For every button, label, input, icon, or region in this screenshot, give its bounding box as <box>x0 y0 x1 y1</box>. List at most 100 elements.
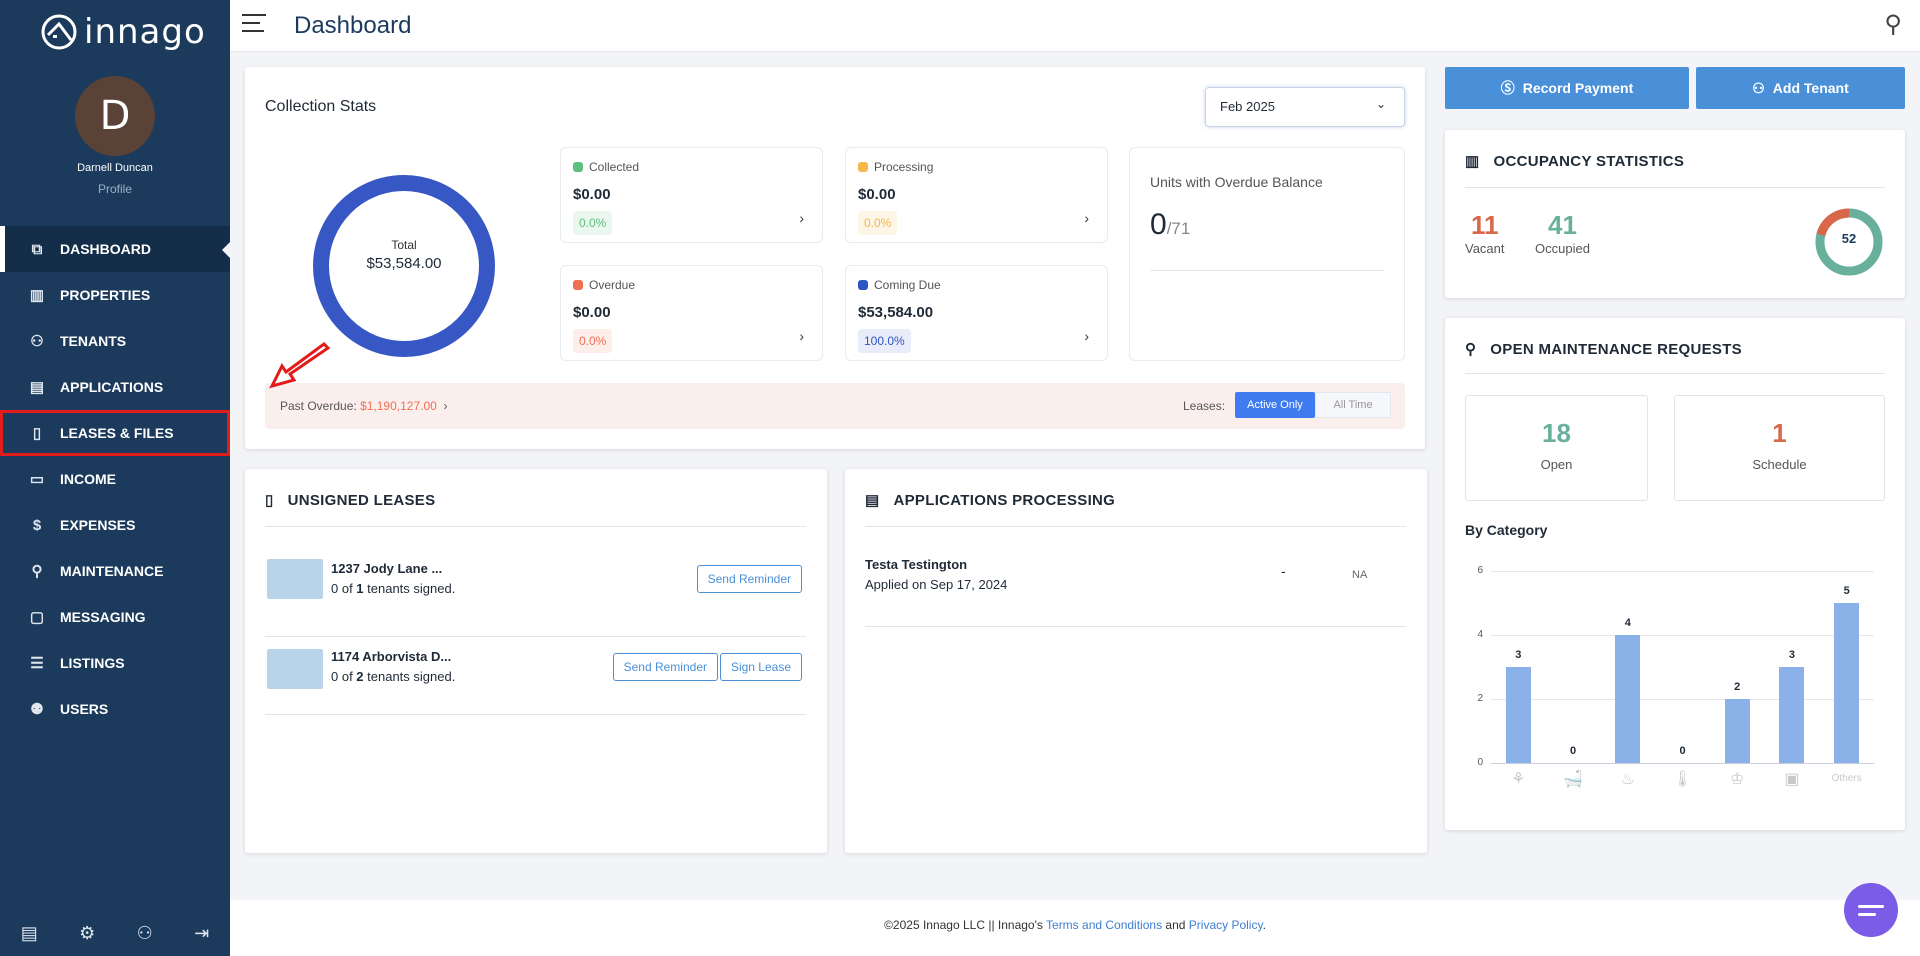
signed-pre: 0 of <box>331 669 357 684</box>
record-payment-button[interactable]: Ⓢ Record Payment <box>1445 67 1689 109</box>
avatar[interactable]: D <box>75 76 155 156</box>
divider <box>1465 187 1885 188</box>
sidebar-item-users[interactable]: ⚉ USERS <box>0 686 230 732</box>
notes-icon[interactable]: ▤ <box>20 922 38 943</box>
coming-due-dot <box>858 280 868 290</box>
file-icon: ▯ <box>265 492 274 509</box>
overdue-value: $0.00 <box>573 304 611 321</box>
processing-card[interactable]: Processing $0.00 0.0% › <box>845 147 1108 243</box>
overdue-dot <box>573 280 583 290</box>
chat-button[interactable] <box>1844 883 1898 937</box>
user-name: Darnell Duncan <box>77 162 153 174</box>
sidebar-item-dashboard[interactable]: ⧉ DASHBOARD <box>0 226 230 272</box>
filter-active-only[interactable]: Active Only <box>1235 392 1315 418</box>
logo[interactable]: innago <box>40 12 206 52</box>
overdue-units-card: Units with Overdue Balance 0/71 <box>1129 147 1405 361</box>
lease-address[interactable]: 1237 Jody Lane ... <box>331 561 443 576</box>
sidebar-item-leases-files[interactable]: ▯ LEASES & FILES <box>0 410 230 456</box>
overdue-pct: 0.0% <box>573 329 613 353</box>
past-overdue-bar: Past Overdue: $1,190,127.00 › Leases: Ac… <box>265 383 1405 429</box>
wallet-icon: ▭ <box>29 471 45 488</box>
sidebar-item-messaging[interactable]: ▢ MESSAGING <box>0 594 230 640</box>
vacant-label: Vacant <box>1465 241 1505 256</box>
occupancy-title-text: OCCUPANCY STATISTICS <box>1493 152 1685 170</box>
sidebar-item-applications[interactable]: ▤ APPLICATIONS <box>0 364 230 410</box>
applications-title-text: APPLICATIONS PROCESSING <box>893 491 1116 509</box>
footer: ©2025 Innago LLC || Innago's Terms and C… <box>230 900 1920 956</box>
vacant-stat: 11 Vacant <box>1465 210 1505 256</box>
sidebar-item-income[interactable]: ▭ INCOME <box>0 456 230 502</box>
bar-value-label: 0 <box>1570 745 1577 757</box>
sidebar-item-label: DASHBOARD <box>60 241 151 257</box>
bar-value-label: 4 <box>1624 617 1631 629</box>
sidebar-footer: ▤ ⚙ ⚇ ⇥ <box>0 910 230 956</box>
overdue-card[interactable]: Overdue $0.00 0.0% › <box>560 265 823 361</box>
user-settings-icon[interactable]: ⚇ <box>136 922 153 943</box>
lease-address[interactable]: 1174 Arborvista D... <box>331 649 452 664</box>
total-units: /71 <box>1166 219 1191 238</box>
bar-appliance <box>1779 667 1805 763</box>
vacant-count: 11 <box>1471 210 1499 240</box>
user-icon: ⚉ <box>30 701 44 718</box>
plumbing-icon: 🛁 <box>1563 771 1584 788</box>
unsigned-leases-title: ▯ UNSIGNED LEASES <box>265 491 435 510</box>
application-score: - <box>1281 563 1286 579</box>
y-tick-label: 0 <box>1477 757 1483 768</box>
past-overdue[interactable]: Past Overdue: $1,190,127.00 › <box>280 399 447 413</box>
document-icon: ▤ <box>29 379 45 396</box>
chevron-down-icon: ⌄ <box>1375 97 1386 111</box>
sidebar-item-label: EXPENSES <box>60 517 136 533</box>
application-row[interactable]: Testa Testington Applied on Sep 17, 2024… <box>865 557 1406 627</box>
occupancy-total: 52 <box>1841 231 1857 246</box>
bar-value-label: 3 <box>1515 649 1522 661</box>
bar-value-label: 0 <box>1679 745 1686 757</box>
sidebar-item-expenses[interactable]: $ EXPENSES <box>0 502 230 548</box>
month-select[interactable]: Feb 2025 ⌄ <box>1205 87 1405 127</box>
chevron-right-icon: › <box>799 210 804 226</box>
maintenance-title: ⚲ OPEN MAINTENANCE REQUESTS <box>1465 340 1742 359</box>
bar-value-label: 2 <box>1734 681 1741 693</box>
divider <box>1465 373 1885 374</box>
dollar-icon: $ <box>32 516 42 534</box>
coming-due-card[interactable]: Coming Due $53,584.00 100.0% › <box>845 265 1108 361</box>
collection-stats-title: Collection Stats <box>265 98 377 115</box>
bar-value-label: 5 <box>1843 585 1850 597</box>
open-label: Open <box>1540 457 1573 472</box>
bar-Others <box>1834 603 1860 763</box>
gear-icon[interactable]: ⚙ <box>79 922 96 943</box>
filter-all-time[interactable]: All Time <box>1315 392 1391 418</box>
terms-link[interactable]: Terms and Conditions <box>1046 918 1163 932</box>
sidebar-item-label: PROPERTIES <box>60 287 151 303</box>
add-tenant-button[interactable]: ⚇ Add Tenant <box>1696 67 1905 109</box>
schedule-count: 1 <box>1772 418 1787 448</box>
profile-link[interactable]: Profile <box>97 182 132 196</box>
coming-due-label: Coming Due <box>874 278 941 292</box>
send-reminder-button[interactable]: Send Reminder <box>696 565 802 593</box>
send-reminder-button[interactable]: Send Reminder <box>612 653 718 681</box>
privacy-link[interactable]: Privacy Policy <box>1188 918 1263 932</box>
menu-icon[interactable] <box>242 14 266 32</box>
sidebar-item-label: MAINTENANCE <box>60 563 164 579</box>
schedule-tile[interactable]: 1 Schedule <box>1674 395 1885 501</box>
occupied-stat: 41 Occupied <box>1535 210 1590 256</box>
sign-lease-button[interactable]: Sign Lease <box>719 653 802 681</box>
processing-pct: 0.0% <box>858 211 898 235</box>
open-requests-tile[interactable]: 18 Open <box>1465 395 1648 501</box>
tenant-count: 2 <box>356 669 364 684</box>
collected-card[interactable]: Collected $0.00 0.0% › <box>560 147 823 243</box>
sidebar-item-properties[interactable]: ▥ PROPERTIES <box>0 272 230 318</box>
collected-dot <box>573 162 583 172</box>
users-icon: ⚇ <box>30 333 44 350</box>
lease-row: 1237 Jody Lane ... 0 of 1 tenants signed… <box>265 559 806 637</box>
chevron-right-icon: › <box>799 328 804 344</box>
sidebar-item-maintenance[interactable]: ⚲ MAINTENANCE <box>0 548 230 594</box>
sidebar-item-tenants[interactable]: ⚇ TENANTS <box>0 318 230 364</box>
sidebar-item-listings[interactable]: ☰ LISTINGS <box>0 640 230 686</box>
chevron-right-icon: › <box>1084 328 1089 344</box>
signed-post: tenants signed. <box>363 669 456 684</box>
sidebar-item-label: USERS <box>60 701 109 717</box>
y-tick-label: 4 <box>1477 629 1483 640</box>
dollar-circle-icon: Ⓢ <box>1500 80 1515 96</box>
search-icon[interactable]: ⚲ <box>1884 11 1902 38</box>
logout-icon[interactable]: ⇥ <box>194 922 210 943</box>
